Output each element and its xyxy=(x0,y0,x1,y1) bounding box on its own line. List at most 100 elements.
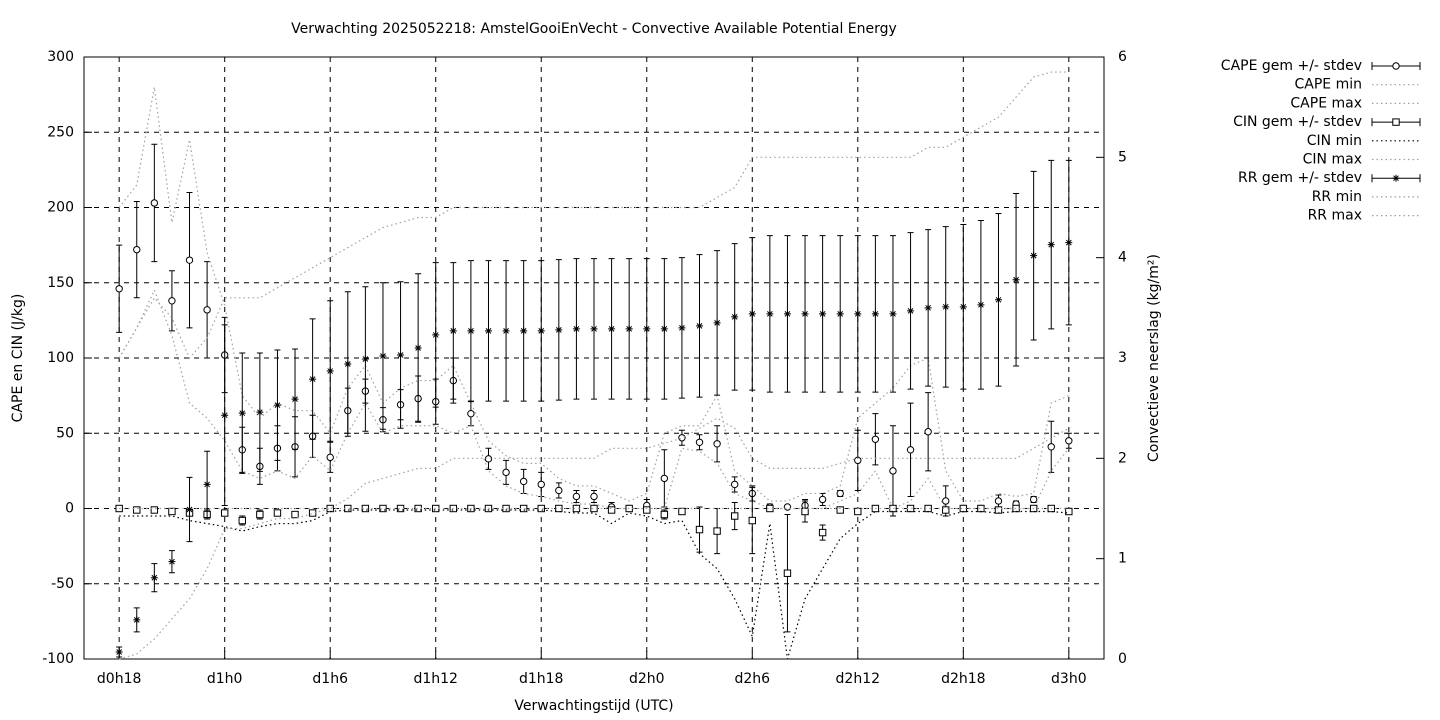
y2-tick-label: 6 xyxy=(1118,49,1127,65)
point xyxy=(168,297,176,305)
point xyxy=(484,327,492,335)
x-tick-label: d2h6 xyxy=(734,671,770,687)
point xyxy=(854,310,862,318)
point xyxy=(889,504,897,513)
point xyxy=(942,497,950,505)
x-tick-label: d1h12 xyxy=(413,671,457,687)
point xyxy=(783,310,791,318)
point xyxy=(959,303,967,311)
point xyxy=(906,504,915,513)
point xyxy=(115,504,123,513)
point xyxy=(607,506,616,514)
point xyxy=(783,569,792,577)
x-tick-label: d0h18 xyxy=(97,671,141,687)
point xyxy=(133,616,141,624)
x-tick-label: d1h18 xyxy=(519,671,563,687)
point xyxy=(238,516,246,525)
legend-label: CAPE max xyxy=(1290,95,1362,111)
point xyxy=(186,506,194,514)
point xyxy=(203,306,211,314)
point xyxy=(326,504,334,513)
point xyxy=(256,408,264,416)
point xyxy=(467,409,475,418)
point xyxy=(484,455,493,463)
point xyxy=(1012,276,1020,284)
point xyxy=(150,574,158,582)
y-axis-label: CAPE en CIN (J/kg) xyxy=(10,294,26,423)
point xyxy=(572,325,580,333)
point xyxy=(520,327,528,335)
point xyxy=(643,325,651,333)
point xyxy=(361,355,369,363)
point xyxy=(220,509,229,517)
point xyxy=(907,307,915,315)
point xyxy=(555,486,563,495)
y2-axis-label: Convectieve neerslag (kg/m²) xyxy=(1146,254,1162,462)
point xyxy=(1029,495,1038,504)
point xyxy=(519,477,528,486)
point xyxy=(836,310,844,318)
point xyxy=(660,325,668,333)
point xyxy=(625,325,633,333)
point xyxy=(432,331,440,339)
y-tick-label: 300 xyxy=(47,49,74,65)
point xyxy=(696,322,704,330)
point xyxy=(854,456,862,465)
line xyxy=(118,71,1069,360)
point xyxy=(115,648,123,656)
point xyxy=(537,480,545,489)
y2-tick-label: 4 xyxy=(1118,250,1127,266)
point xyxy=(150,199,159,207)
point xyxy=(766,310,774,318)
point xyxy=(1065,239,1073,247)
point xyxy=(185,256,194,264)
point xyxy=(783,503,792,511)
point xyxy=(871,310,879,318)
point xyxy=(889,310,897,318)
point xyxy=(818,495,827,504)
point xyxy=(994,296,1002,304)
legend-label: RR min xyxy=(1312,189,1362,205)
point xyxy=(942,506,950,514)
point xyxy=(730,480,739,489)
point xyxy=(1047,443,1055,451)
x-tick-label: d2h18 xyxy=(941,671,985,687)
point xyxy=(977,504,985,513)
y-tick-label: -100 xyxy=(42,651,74,667)
point xyxy=(203,480,211,488)
point xyxy=(414,504,422,513)
point xyxy=(397,351,405,359)
point xyxy=(133,506,141,514)
point xyxy=(819,310,827,318)
y2-tick-label: 2 xyxy=(1118,450,1127,466)
point xyxy=(994,497,1003,505)
point xyxy=(115,285,123,293)
point xyxy=(590,325,598,333)
point xyxy=(238,409,246,417)
legend-marker xyxy=(1392,174,1400,182)
point xyxy=(291,395,299,403)
point xyxy=(555,504,563,513)
point xyxy=(168,558,176,566)
point xyxy=(871,435,880,443)
chart-title: Verwachting 2025052218: AmstelGooiEnVech… xyxy=(291,21,897,37)
point xyxy=(344,360,352,368)
y-tick-label: -50 xyxy=(51,576,74,592)
point xyxy=(713,319,721,327)
point xyxy=(801,507,809,516)
point xyxy=(590,492,598,501)
point xyxy=(572,492,581,501)
y-tick-label: 0 xyxy=(65,501,74,517)
point xyxy=(326,453,334,462)
point xyxy=(1030,252,1038,260)
line xyxy=(118,288,1070,510)
legend-label: CAPE min xyxy=(1295,77,1363,93)
point xyxy=(713,527,721,535)
point xyxy=(748,310,756,318)
point xyxy=(748,516,756,525)
point xyxy=(731,313,739,321)
point xyxy=(942,303,950,311)
point xyxy=(660,510,669,519)
point xyxy=(730,512,739,520)
point xyxy=(467,327,475,335)
